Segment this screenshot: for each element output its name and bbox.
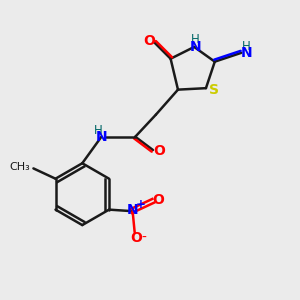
Text: O: O [153, 145, 165, 158]
Text: N: N [96, 130, 107, 144]
Text: H: H [242, 40, 251, 53]
Text: O: O [130, 231, 142, 244]
Text: +: + [136, 198, 146, 211]
Text: H: H [94, 124, 103, 137]
Text: N: N [190, 40, 202, 54]
Text: H: H [191, 33, 200, 46]
Text: S: S [209, 82, 219, 97]
Text: O: O [143, 34, 155, 48]
Text: CH₃: CH₃ [10, 162, 31, 172]
Text: -: - [142, 231, 146, 244]
Text: N: N [127, 202, 138, 217]
Text: O: O [153, 193, 164, 207]
Text: N: N [241, 46, 252, 60]
